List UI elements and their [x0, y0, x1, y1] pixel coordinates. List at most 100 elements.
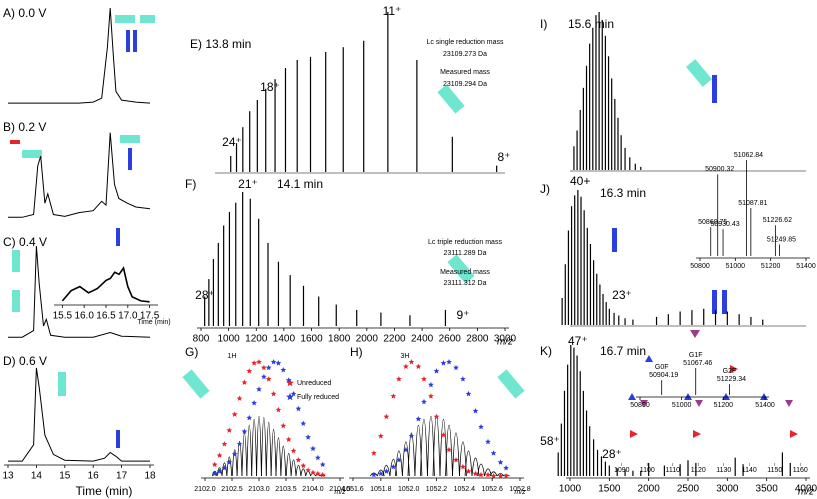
panel-title: F)	[185, 177, 196, 191]
peak-name: G1F	[689, 352, 703, 359]
isotope-peak	[464, 450, 473, 477]
star-marker	[319, 471, 326, 478]
star-marker	[236, 395, 243, 401]
x-tick-label: 3500	[756, 484, 779, 495]
panel-title: C) 0.4 V	[3, 235, 47, 249]
x-tick-label: 15.5	[53, 311, 73, 322]
glycan-marker	[790, 430, 798, 438]
isotope-peak	[270, 428, 277, 477]
annotation: 1H	[228, 353, 237, 360]
star-marker	[472, 408, 479, 414]
annotation: 8⁺	[497, 150, 510, 164]
star-marker	[280, 422, 287, 429]
isotope-peak	[216, 467, 223, 477]
glycan-marker	[690, 330, 700, 338]
x-axis-label: m/z	[497, 337, 513, 348]
peak-label: 50860.75	[698, 219, 727, 226]
x-tick-label: 1500	[598, 484, 621, 495]
star-marker	[315, 454, 321, 461]
x-tick-label: 1600	[300, 334, 323, 345]
icon	[686, 59, 712, 87]
icon	[128, 148, 132, 170]
star-marker	[231, 411, 238, 417]
annotation: 24⁺	[222, 135, 242, 149]
x2-tick-label: 1140	[742, 467, 757, 474]
icon	[612, 228, 617, 252]
panel-title: E) 13.8 min	[190, 37, 251, 51]
annotation: 3H	[401, 353, 410, 360]
star-marker	[446, 359, 452, 365]
peak-name: G2F	[723, 368, 737, 375]
isotope-peak	[489, 471, 498, 477]
star-marker	[453, 457, 459, 463]
star-marker	[305, 467, 311, 473]
x-tick-label: 1800	[328, 334, 351, 345]
isotope-peak	[285, 452, 292, 477]
x-tick-label: 17.0	[118, 311, 138, 322]
panel-title: A) 0.0 V	[3, 6, 46, 20]
star-marker	[415, 363, 422, 369]
peak-label: 51249.85	[767, 236, 796, 243]
legend-swatch	[286, 379, 294, 387]
annotation: 16.3 min	[600, 186, 646, 200]
annotation: 9⁺	[456, 308, 469, 322]
annotation: 23111.289 Da	[444, 250, 487, 257]
peak-label: 50904.19	[649, 372, 678, 379]
panel-title: K)	[540, 344, 552, 358]
star-marker	[460, 376, 466, 382]
annotation: 23109.273 Da	[443, 51, 487, 58]
x-tick-label: 2104.0	[302, 486, 324, 493]
star-marker	[396, 457, 402, 463]
star-marker	[428, 393, 434, 399]
x-tick-label: 2102.5	[221, 486, 243, 493]
glycan-marker	[695, 400, 703, 407]
star-marker	[421, 376, 427, 382]
icon	[116, 228, 120, 246]
star-marker	[256, 359, 262, 365]
annotation: 28⁺	[195, 288, 215, 302]
x-tick-label: 16.0	[74, 311, 94, 322]
isotope-peak	[265, 422, 272, 477]
star-marker	[265, 364, 272, 371]
star-marker	[246, 368, 253, 374]
legend-swatch	[286, 393, 294, 401]
icon	[126, 30, 130, 52]
star-marker	[295, 405, 302, 412]
panel-title: J)	[540, 182, 550, 196]
star-marker	[465, 468, 472, 474]
x-tick-label: 2000	[356, 334, 379, 345]
x-tick-label: 2103.0	[248, 486, 270, 493]
star-marker	[290, 447, 297, 454]
x-axis-label: m/z	[798, 487, 814, 498]
isotope-peak	[477, 463, 485, 477]
isotope-peak	[445, 424, 453, 477]
star-marker	[270, 390, 277, 397]
x-tick-label: 2200	[383, 334, 406, 345]
star-marker	[383, 468, 390, 474]
x2-tick-label: 1090	[614, 467, 630, 474]
annotation: 16.7 min	[600, 344, 646, 358]
x2-tick-label: 1150	[767, 467, 782, 474]
x-tick-label: 2102.0	[194, 486, 216, 493]
x-tick-label: 2800	[466, 334, 489, 345]
panel-title: G)	[185, 345, 198, 359]
annotation: 23109.294 Da	[443, 81, 487, 88]
star-marker	[221, 441, 228, 447]
isotope-peak	[305, 470, 311, 477]
trace	[61, 266, 150, 303]
icon	[115, 15, 135, 23]
x2-tick-label: 1110	[665, 467, 680, 474]
star-marker	[403, 363, 409, 369]
star-marker	[285, 377, 292, 383]
star-marker	[265, 376, 272, 382]
star-marker	[305, 434, 311, 440]
icon	[116, 430, 120, 448]
x-tick-label: 50800	[690, 263, 710, 270]
star-marker	[453, 364, 459, 371]
peak-label: 50930.43	[710, 221, 739, 228]
isotope-peak	[246, 424, 253, 477]
x-tick-label: 51200	[761, 263, 781, 270]
star-marker	[236, 441, 243, 447]
annotation: Lc single reduction mass	[426, 39, 504, 46]
isotope-peak	[231, 449, 238, 477]
